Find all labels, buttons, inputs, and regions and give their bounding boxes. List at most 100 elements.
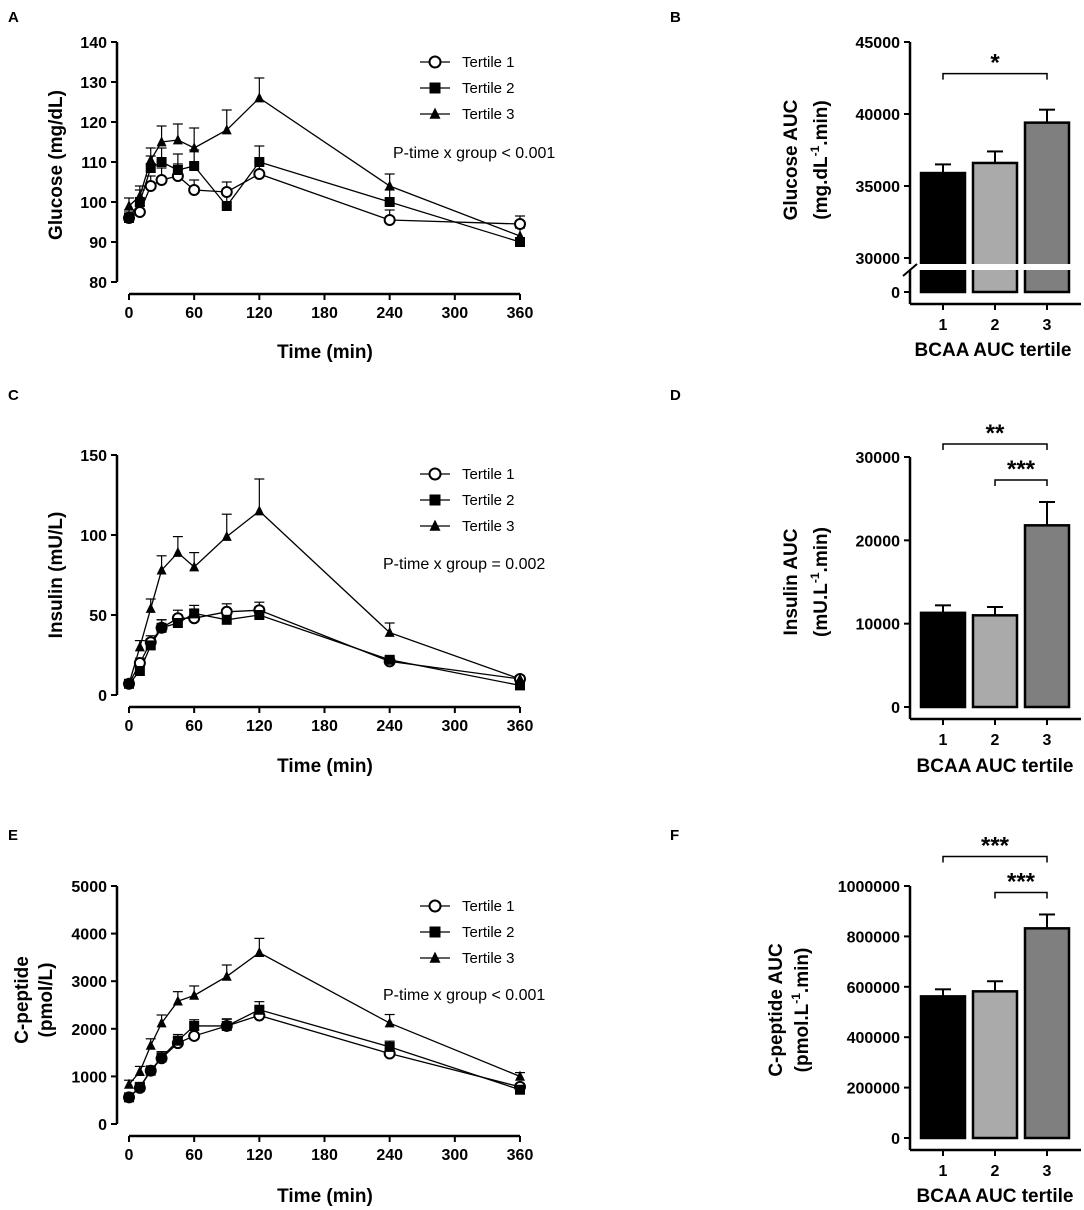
panel-f: F C-peptide AUC (pmol.L-1.min) BCAA AUC …: [670, 827, 1081, 1207]
y-tick-label: 5000: [71, 879, 107, 896]
x-tick-label: 300: [441, 1147, 468, 1164]
data-point-triangle: [172, 546, 183, 557]
x-tick-label: 300: [441, 305, 468, 322]
x-tick-label: 0: [125, 305, 134, 322]
x-tick-label: 300: [441, 718, 468, 735]
data-point-square: [172, 165, 183, 175]
significance-label: **: [986, 420, 1005, 447]
p-value-annotation: P-time x group < 0.001: [393, 145, 555, 162]
x-tick-label: 60: [185, 305, 203, 322]
y-tick-label: 110: [81, 155, 107, 172]
panel-d: D Insulin AUC (mU.L-1.min) BCAA AUC tert…: [670, 387, 1081, 777]
significance-label: *: [990, 50, 1000, 77]
y-tick-label: 3000: [71, 974, 107, 991]
data-point-square: [156, 1052, 167, 1063]
y-axis-title-superscript: -1: [808, 145, 822, 156]
panel-letter-c: C: [8, 387, 19, 404]
series-line-tertile-2: [128, 1009, 521, 1098]
data-point-square: [254, 1004, 265, 1015]
x-tick-label: 3: [1043, 1163, 1052, 1180]
y-tick-label: 150: [80, 448, 107, 465]
y-axis-title-line1: C-peptide AUC: [766, 943, 787, 1077]
data-point-triangle: [124, 200, 134, 211]
data-point-triangle: [134, 641, 145, 652]
y-tick-label: 2000: [71, 1022, 107, 1039]
significance-bracket: [942, 855, 1048, 863]
legend-label: Tertile 2: [462, 80, 515, 97]
line-plot-insulin: 0 50 100 150 0 60 120 180 240 300 360 Tertile 1 Tert…: [80, 448, 533, 735]
legend-label: Tertile 3: [462, 950, 515, 967]
x-axis-title: BCAA AUC tertile: [917, 756, 1074, 777]
y-tick-label: 200000: [847, 1081, 900, 1098]
bar-chart-insulin-auc: 0 10000 20000 30000 1 2 3 *****: [856, 420, 1081, 749]
x-tick-label: 1: [939, 317, 948, 334]
bar-tertile-1: [919, 611, 967, 709]
data-point-square: [221, 201, 232, 211]
series-line-tertile-3: [128, 951, 521, 1085]
data-point-square: [172, 618, 183, 628]
x-tick-label: 360: [507, 1147, 534, 1164]
data-point-square: [134, 197, 145, 207]
data-point-triangle: [145, 1039, 156, 1050]
y-axis-title-line2: (mg.dL-1.min): [808, 100, 832, 219]
bar-tertile-3: [1023, 927, 1071, 1140]
x-tick-label: 120: [246, 1147, 273, 1164]
x-tick-label: 120: [246, 718, 273, 735]
y-axis-title-line1: Glucose AUC: [781, 99, 802, 220]
y-axis-title-prefix: (mg.dL: [811, 156, 832, 220]
data-point-square: [254, 157, 265, 167]
data-point-square: [384, 654, 395, 665]
y-tick-label: 1000000: [838, 879, 900, 896]
data-point-triangle: [124, 678, 134, 689]
y-axis-title-superscript: -1: [789, 993, 803, 1004]
bar-chart-glucose-auc: 0 30000 35000 40000 45000 1 2 3 *: [856, 35, 1084, 334]
data-point-triangle: [172, 995, 183, 1006]
series-line-tertile-1: [128, 173, 521, 225]
y-axis-title-superscript: -1: [808, 572, 822, 583]
series-line-tertile-3: [128, 510, 521, 684]
data-point-triangle: [156, 564, 167, 575]
x-axis-title: Time (min): [277, 1186, 373, 1207]
bar-tertile-1: [919, 995, 967, 1140]
data-point-square: [384, 1041, 395, 1052]
data-point-square: [429, 82, 441, 94]
data-point-triangle: [134, 1065, 145, 1076]
y-axis-title-suffix: .min): [792, 948, 813, 993]
y-tick-label: 800000: [847, 929, 900, 946]
data-point-square: [221, 614, 232, 625]
y-tick-label: 0: [891, 285, 900, 302]
data-point-triangle: [429, 107, 441, 119]
series-line-tertile-1: [128, 609, 521, 685]
x-tick-label: 60: [185, 1147, 203, 1164]
panel-letter-b: B: [670, 9, 681, 26]
x-axis-title: BCAA AUC tertile: [917, 1186, 1074, 1207]
y-axis-title-line2: (pmol/L): [36, 963, 57, 1038]
data-point-circle: [383, 214, 396, 226]
significance-bracket: [942, 443, 1048, 450]
x-tick-label: 1: [939, 1163, 948, 1180]
y-tick-label: 400000: [847, 1030, 900, 1047]
y-tick-label: 130: [80, 75, 107, 92]
data-point-square: [124, 213, 134, 223]
data-point-circle: [188, 184, 201, 196]
x-tick-label: 180: [311, 718, 338, 735]
panel-e: E C-peptide (pmol/L) Time (min) P-time x…: [8, 827, 545, 1207]
bar-tertile-2: [971, 990, 1019, 1140]
axis-break-mark: [902, 263, 918, 277]
data-point-triangle: [515, 230, 525, 241]
bar-tertile-1: [919, 171, 967, 294]
y-axis-title-prefix: (mU.L: [811, 583, 832, 637]
y-tick-label: 100: [80, 195, 107, 212]
x-tick-label: 2: [991, 732, 1000, 749]
data-point-triangle: [384, 626, 395, 637]
data-point-square: [429, 494, 441, 506]
x-tick-label: 120: [246, 305, 273, 322]
y-axis-title-line1: Insulin AUC: [781, 528, 802, 635]
p-value-annotation: P-time x group = 0.002: [383, 556, 545, 573]
significance-label: ***: [981, 832, 1010, 859]
x-tick-label: 240: [376, 305, 403, 322]
x-axis-title: Time (min): [277, 342, 373, 363]
data-point-square: [189, 1020, 200, 1031]
data-point-circle: [133, 206, 146, 218]
